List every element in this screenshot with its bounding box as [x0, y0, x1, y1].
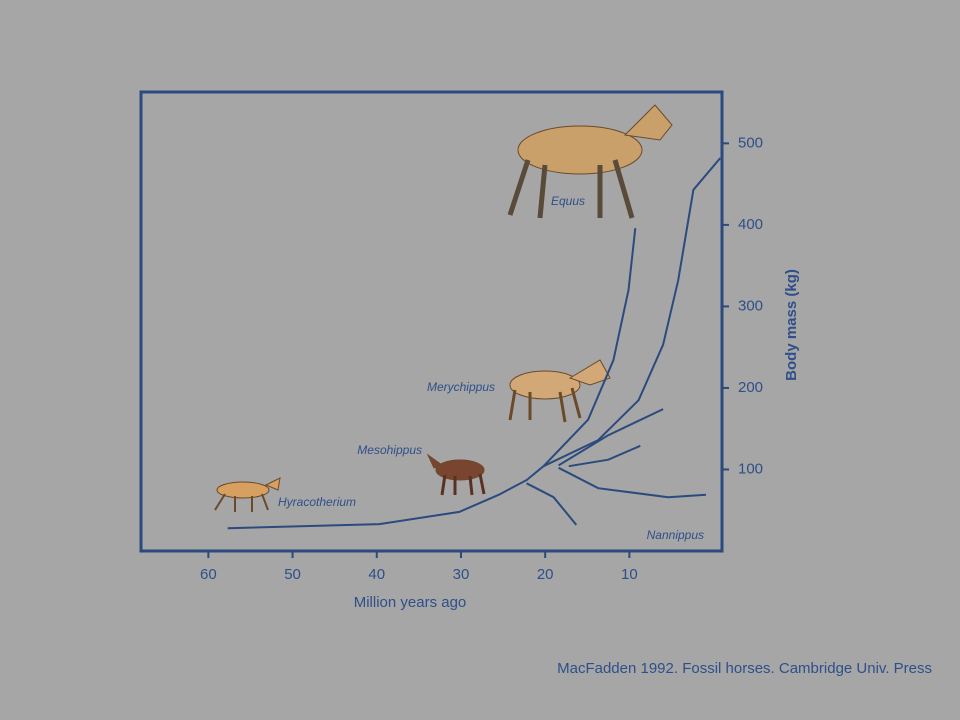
lineage-line: [542, 228, 637, 467]
y-tick-label: 100: [738, 460, 763, 477]
lineage-line: [543, 157, 722, 468]
lineage-line: [227, 465, 545, 530]
x-tick-label: 30: [453, 566, 470, 583]
lineage-line: [568, 444, 641, 468]
y-tick-label: 300: [738, 297, 763, 314]
species-label: Nannippus: [647, 528, 704, 542]
horse-illustrations: [214, 104, 673, 512]
y-tick-label: 400: [738, 216, 763, 233]
y-axis-label: Body mass (kg): [783, 269, 800, 381]
species-label: Mesohippus: [357, 443, 422, 457]
source-note: MacFadden 1992. Fossil horses. Cambridge…: [557, 660, 932, 677]
x-tick-label: 60: [200, 566, 217, 583]
y-tick-label: 500: [738, 134, 763, 151]
species-label: Hyracotherium: [278, 495, 356, 509]
x-tick-label: 10: [621, 566, 638, 583]
x-axis-label: Million years ago: [354, 594, 467, 611]
species-label: Merychippus: [427, 380, 495, 394]
lineage-line: [558, 408, 664, 467]
plot-frame: [139, 90, 724, 553]
lineage-line: [558, 466, 707, 499]
y-tick-label: 200: [738, 379, 763, 396]
species-label: Equus: [551, 194, 585, 208]
lineage-line: [526, 482, 578, 526]
x-tick-label: 50: [284, 566, 301, 583]
x-tick-label: 40: [368, 566, 385, 583]
x-tick-label: 20: [537, 566, 554, 583]
